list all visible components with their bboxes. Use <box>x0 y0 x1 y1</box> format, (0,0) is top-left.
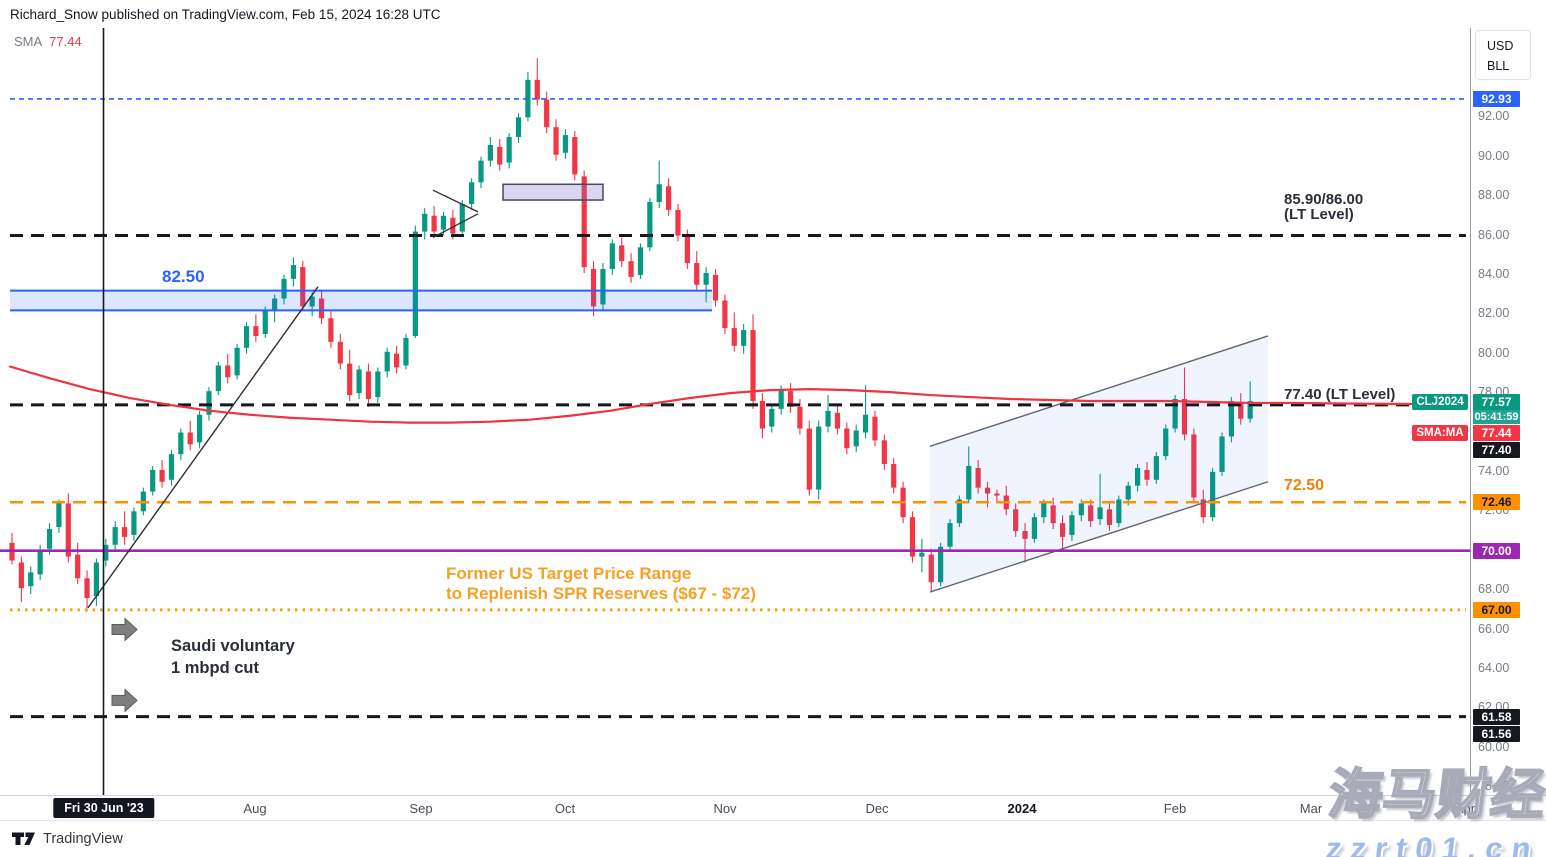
price-tick-label: 58.00 <box>1478 779 1510 794</box>
price-level-badge: 70.00 <box>1473 542 1520 559</box>
time-tick-label: Aug <box>243 801 267 816</box>
time-tick-label: Feb <box>1163 801 1187 816</box>
price-tick-label: 74.00 <box>1478 463 1510 478</box>
series-name-badge: CLJ2024 <box>1412 393 1468 410</box>
price-level-badge: 77.40 <box>1473 441 1520 458</box>
price-tick-label: 86.00 <box>1478 227 1510 242</box>
time-tick-label: Apr <box>1454 801 1476 816</box>
sma-legend-label: SMA <box>14 34 43 49</box>
sma-indicator-legend[interactable]: SMA 77.44 <box>14 34 82 49</box>
price-tick-label: 88.00 <box>1478 188 1510 203</box>
price-level-badge: 67.00 <box>1473 601 1520 618</box>
tradingview-brand-link[interactable]: TradingView <box>12 830 123 847</box>
price-tick-label: 82.00 <box>1478 306 1510 321</box>
symbol-currency: USD <box>1487 39 1514 53</box>
symbol-unit: BLL <box>1487 59 1510 73</box>
price-tick-label: 84.00 <box>1478 266 1510 281</box>
price-tick-label: 66.00 <box>1478 621 1510 636</box>
crosshair-date-label: Fri 30 Jun '23 <box>53 798 155 818</box>
annotation-level-8590: 85.90/86.00 (LT Level) <box>1284 191 1364 223</box>
sma-legend-value: 77.44 <box>49 34 82 49</box>
time-tick-label: Oct <box>554 801 576 816</box>
price-level-badge: 72.46 <box>1473 494 1520 511</box>
price-tick-label: 60.00 <box>1478 739 1510 754</box>
tradingview-logo-icon <box>12 832 35 845</box>
annotation-level-7740: 77.40 (LT Level) <box>1284 386 1396 403</box>
time-tick-label: Nov <box>713 801 737 816</box>
time-tick-label: 2024 <box>1007 801 1037 816</box>
time-axis[interactable]: Aug Sep Oct Nov Dec 2024 Feb Mar Apr Fri 30 Jun … <box>0 795 1546 821</box>
symbol-unit-box: USD BLL <box>1475 30 1531 80</box>
time-tick-label: Mar <box>1299 801 1323 816</box>
series-name-badge: SMA:MA <box>1412 424 1468 441</box>
publish-byline: Richard_Snow published on TradingView.co… <box>10 7 441 22</box>
price-level-badge: 92.93 <box>1473 90 1520 107</box>
footer: TradingView <box>0 822 1546 857</box>
price-tick-label: 92.00 <box>1478 109 1510 124</box>
price-level-badge: 77.44 <box>1473 424 1520 441</box>
time-tick-label: Dec <box>865 801 889 816</box>
price-tick-label: 80.00 <box>1478 345 1510 360</box>
annotation-level-7250: 72.50 <box>1284 477 1325 494</box>
price-level-badge: 77.57 05:41:59 <box>1473 393 1520 424</box>
time-tick-label: Sep <box>409 801 433 816</box>
price-tick-label: 64.00 <box>1478 660 1510 675</box>
annotation-spr-range: Former US Target Price Range to Replenis… <box>446 564 756 603</box>
annotation-level-8250: 82.50 <box>162 267 205 286</box>
price-tick-label: 90.00 <box>1478 148 1510 163</box>
price-level-badge: 61.58 <box>1473 708 1520 725</box>
annotation-saudi-cut: Saudi voluntary 1 mbpd cut <box>171 637 295 677</box>
tradingview-brand-label: TradingView <box>43 830 123 847</box>
price-tick-label: 68.00 <box>1478 582 1510 597</box>
price-level-badge: 61.56 <box>1473 725 1520 742</box>
